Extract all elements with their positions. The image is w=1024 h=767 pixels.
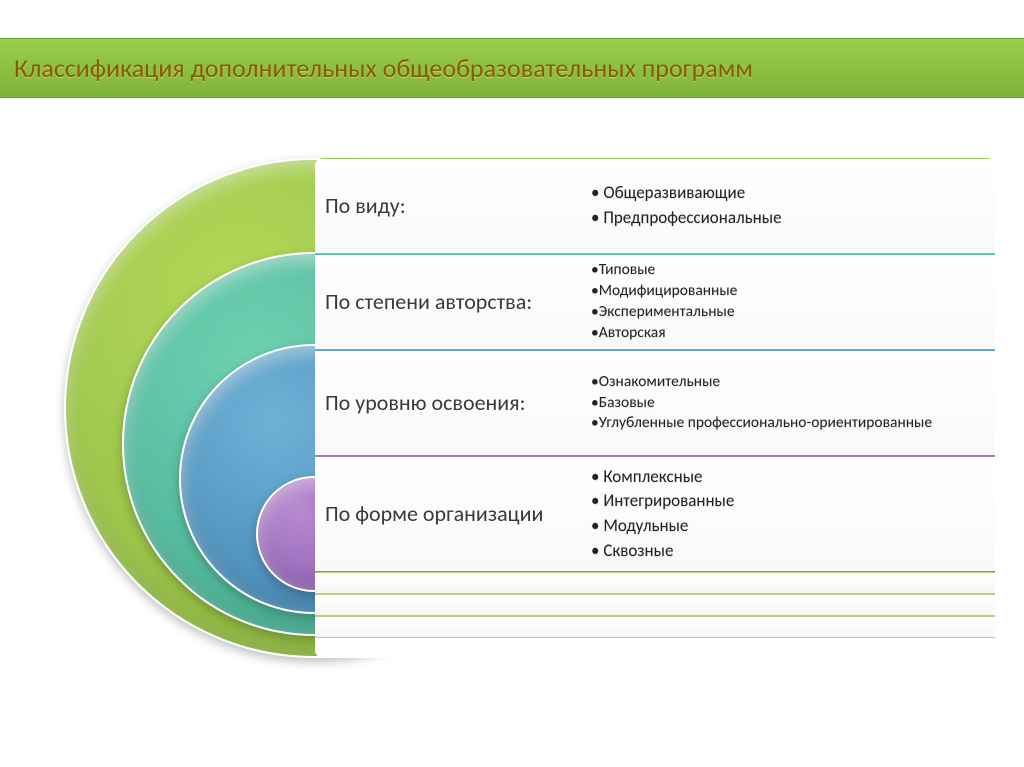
list-item: Модульные <box>591 514 989 539</box>
list-item: Ознакомительные <box>591 372 989 393</box>
row-items: ТиповыеМодифицированныеЭкспериментальные… <box>585 255 995 349</box>
classification-rows: По виду:ОбщеразвивающиеПредпрофессиональ… <box>315 158 995 658</box>
row-items: КомплексныеИнтегрированныеМодульныеСквоз… <box>585 457 995 571</box>
empty-row <box>315 594 995 616</box>
list-item: Типовые <box>591 260 989 281</box>
list-item: Комплексные <box>591 465 989 490</box>
empty-row <box>315 616 995 638</box>
list-item: Сквозные <box>591 539 989 564</box>
row-label: По уровню освоения: <box>315 351 585 455</box>
row-label: По форме организации <box>315 457 585 571</box>
row-label: По виду: <box>315 159 585 253</box>
list-item: Предпрофессиональные <box>591 206 989 231</box>
list-item: Авторская <box>591 323 989 344</box>
list-item: Базовые <box>591 393 989 414</box>
classification-row: По виду:ОбщеразвивающиеПредпрофессиональ… <box>315 158 995 254</box>
row-label: По степени авторства: <box>315 255 585 349</box>
list-item: Интегрированные <box>591 489 989 514</box>
row-items: ОбщеразвивающиеПредпрофессиональные <box>585 159 995 253</box>
row-items: ОзнакомительныеБазовыеУглубленные профес… <box>585 351 995 455</box>
title-bar: Классификация дополнительных общеобразов… <box>0 38 1024 98</box>
list-item: Модифицированные <box>591 281 989 302</box>
list-item: Экспериментальные <box>591 302 989 323</box>
classification-row: По степени авторства:ТиповыеМодифицирова… <box>315 254 995 350</box>
list-item: Общеразвивающие <box>591 181 989 206</box>
page-title: Классификация дополнительных общеобразов… <box>14 52 753 84</box>
classification-row: По уровню освоения:ОзнакомительныеБазовы… <box>315 350 995 456</box>
empty-row <box>315 572 995 594</box>
classification-row: По форме организацииКомплексныеИнтегриро… <box>315 456 995 572</box>
list-item: Углубленные профессионально-ориентирован… <box>591 413 989 434</box>
